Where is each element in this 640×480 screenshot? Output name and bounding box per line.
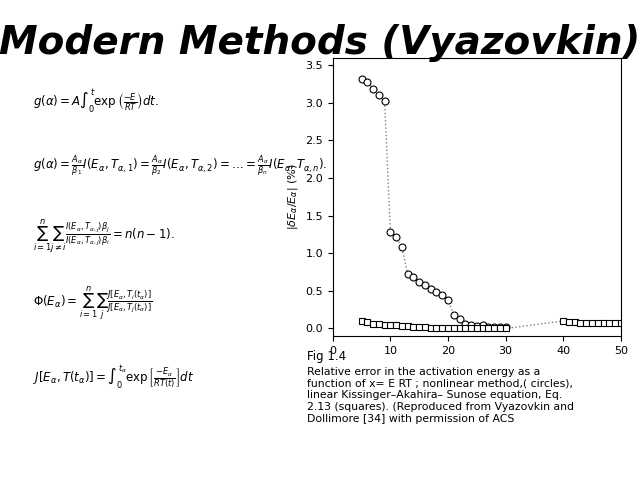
Text: $\Phi(E_\alpha) = \sum_{i=1}^{n}\sum_{j}\frac{J[E_\alpha,T_i(t_\alpha)]}{J[E_\al: $\Phi(E_\alpha) = \sum_{i=1}^{n}\sum_{j}… [33, 284, 152, 322]
Text: Fig 1.4: Fig 1.4 [307, 350, 346, 363]
Text: $g(\alpha) = \frac{A_\alpha}{\beta_1}I(E_\alpha,T_{\alpha,1}) = \frac{A_\alpha}{: $g(\alpha) = \frac{A_\alpha}{\beta_1}I(E… [33, 154, 328, 180]
Y-axis label: $|\delta E_\alpha/E_\alpha|$ (%): $|\delta E_\alpha/E_\alpha|$ (%) [286, 163, 300, 230]
Text: $J[E_\alpha,T(t_\alpha)] = \int_0^{t_\alpha} \exp\left[\frac{-E_\alpha}{RT(t)}\r: $J[E_\alpha,T(t_\alpha)] = \int_0^{t_\al… [33, 363, 195, 391]
Text: $\sum_{i=1}^{n}\sum_{j\neq i}\frac{I(E_\alpha,T_{\alpha,j})\beta_j}{I(E_\alpha,T: $\sum_{i=1}^{n}\sum_{j\neq i}\frac{I(E_\… [33, 217, 175, 255]
Text: $g(\alpha) = A\int_0^t \exp\left(\frac{-E}{RT}\right)dt.$: $g(\alpha) = A\int_0^t \exp\left(\frac{-… [33, 87, 159, 115]
Text: Modern Methods (Vyazovkin): Modern Methods (Vyazovkin) [0, 24, 640, 62]
Text: Relative error in the activation energy as a
function of x= E RT ; nonlinear met: Relative error in the activation energy … [307, 367, 574, 423]
